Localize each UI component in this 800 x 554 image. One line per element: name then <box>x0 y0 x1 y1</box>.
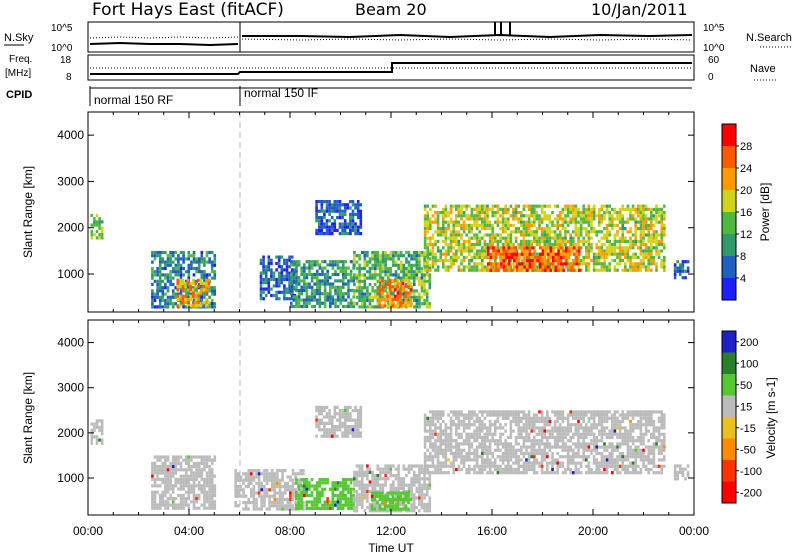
cpid-label: CPID <box>6 89 32 101</box>
time-tick-label: 04:00 <box>174 524 204 538</box>
velocity-data <box>90 405 690 513</box>
velocity-y-tick-label: 4000 <box>57 336 84 350</box>
velocity-colorbar-swatch <box>722 331 736 353</box>
power-colorbar-swatch <box>722 278 736 300</box>
cpid-mode-1: normal 150 RF <box>94 93 173 107</box>
velocity-region <box>315 405 363 438</box>
cpid-panel: CPID normal 150 RF normal 150 IF <box>6 86 692 107</box>
velocity-y-tick-label: 1000 <box>57 471 84 485</box>
velocity-colorbar-tick: -200 <box>740 487 762 499</box>
power-data <box>90 200 690 309</box>
nsearch-tick-high: 10^5 <box>703 23 725 34</box>
freq-label: Freq. <box>9 54 32 65</box>
power-panel: 1000 2000 3000 4000 Slant Range [km] 4 8 12 16… <box>21 111 772 313</box>
time-tick-label: 00:00 <box>679 524 709 538</box>
freq-tick-high: 18 <box>60 55 72 66</box>
power-colorbar-tick: 20 <box>740 185 752 197</box>
velocity-y-tick-label: 2000 <box>57 426 84 440</box>
power-region <box>176 278 211 308</box>
power-region <box>259 255 297 301</box>
velocity-colorbar-swatch <box>722 374 736 396</box>
velocity-colorbar-swatch <box>722 395 736 417</box>
nave-tick-low: 0 <box>708 72 714 83</box>
time-axis-labels: 00:00 04:00 08:00 12:00 16:00 20:00 00:00 <box>73 524 709 538</box>
velocity-colorbar-tick: -50 <box>740 444 756 456</box>
power-y-tick-label: 1000 <box>57 267 84 281</box>
velocity-colorbar-label: Velocity [m s-1] <box>764 377 778 458</box>
power-colorbar-tick: 28 <box>740 141 752 153</box>
time-tick-label: 12:00 <box>376 524 406 538</box>
time-tick-label: 00:00 <box>73 524 103 538</box>
power-region <box>315 200 363 236</box>
velocity-colorbar-tick: 200 <box>740 337 758 349</box>
power-axis-ticks: 1000 2000 3000 4000 <box>57 112 695 312</box>
power-colorbar-swatch <box>722 212 736 234</box>
power-y-tick-label: 4000 <box>57 128 84 142</box>
power-colorbar: 4 8 12 16 20 24 28 <box>721 123 752 301</box>
power-colorbar-tick: 12 <box>740 229 752 241</box>
nave-tick-high: 60 <box>708 55 720 66</box>
power-colorbar-swatch <box>722 234 736 256</box>
freq-panel: Freq. [MHz] 18 8 60 0 Nave <box>5 54 776 83</box>
velocity-colorbar: 200 100 50 15 -15 -50 -100 -200 <box>721 330 762 504</box>
power-colorbar-swatch <box>722 124 736 146</box>
nsky-tick-high: 10^5 <box>51 23 73 34</box>
power-ylabel: Slant Range [km] <box>21 166 35 258</box>
cpid-mode-2: normal 150 IF <box>244 86 318 100</box>
velocity-colorbar-swatch <box>722 438 736 460</box>
power-colorbar-swatch <box>722 168 736 190</box>
velocity-colorbar-swatch <box>722 481 736 503</box>
power-colorbar-swatch <box>722 256 736 278</box>
velocity-colorbar-swatch <box>722 417 736 439</box>
nsearch-label: N.Search <box>746 32 792 44</box>
beam-title: Beam 20 <box>355 0 427 19</box>
time-tick-label: 08:00 <box>275 524 305 538</box>
freq-unit-label: [MHz] <box>5 68 31 79</box>
velocity-panel: 1000 2000 3000 4000 Slant Range [km] 200 100… <box>21 319 778 516</box>
velocity-colorbar-tick: -100 <box>740 466 762 478</box>
power-colorbar-tick: 16 <box>740 207 752 219</box>
velocity-colorbar-swatch <box>722 352 736 374</box>
velocity-colorbar-tick: -15 <box>740 423 756 435</box>
nsky-panel: N.Sky 10^5 10^0 10^5 10^0 N.Search <box>4 21 792 54</box>
power-colorbar-tick: 24 <box>740 163 752 175</box>
time-tick-label: 16:00 <box>477 524 507 538</box>
nave-label: Nave <box>750 63 776 75</box>
velocity-y-tick-label: 3000 <box>57 381 84 395</box>
velocity-ylabel: Slant Range [km] <box>21 372 35 464</box>
velocity-region <box>423 410 666 475</box>
station-title: Fort Hays East (fitACF) <box>92 0 284 20</box>
freq-tick-low: 8 <box>66 72 72 83</box>
velocity-region <box>673 464 690 481</box>
power-region <box>486 246 581 272</box>
power-colorbar-swatch <box>722 190 736 212</box>
power-colorbar-tick: 8 <box>740 251 746 263</box>
velocity-region <box>151 455 217 510</box>
power-y-tick-label: 3000 <box>57 174 84 188</box>
time-tick-label: 20:00 <box>578 524 608 538</box>
velocity-colorbar-tick: 50 <box>740 380 752 392</box>
date-title: 10/Jan/2011 <box>591 0 688 19</box>
nsky-tick-low: 10^0 <box>51 43 73 54</box>
velocity-colorbar-tick: 15 <box>740 401 752 413</box>
power-colorbar-swatch <box>722 146 736 168</box>
velocity-region <box>90 419 104 445</box>
time-xlabel: Time UT <box>368 541 414 554</box>
nsearch-tick-low: 10^0 <box>703 43 725 54</box>
velocity-colorbar-swatch <box>722 460 736 482</box>
power-region <box>673 260 690 280</box>
velocity-axis-ticks: 1000 2000 3000 4000 <box>57 320 695 515</box>
power-colorbar-tick: 4 <box>740 273 746 285</box>
velocity-region <box>370 491 413 511</box>
power-y-tick-label: 2000 <box>57 221 84 235</box>
velocity-colorbar-tick: 100 <box>740 358 758 370</box>
power-region <box>90 213 104 240</box>
power-region <box>378 278 413 308</box>
nsky-label: N.Sky <box>4 32 34 44</box>
power-colorbar-label: Power [dB] <box>758 183 772 242</box>
